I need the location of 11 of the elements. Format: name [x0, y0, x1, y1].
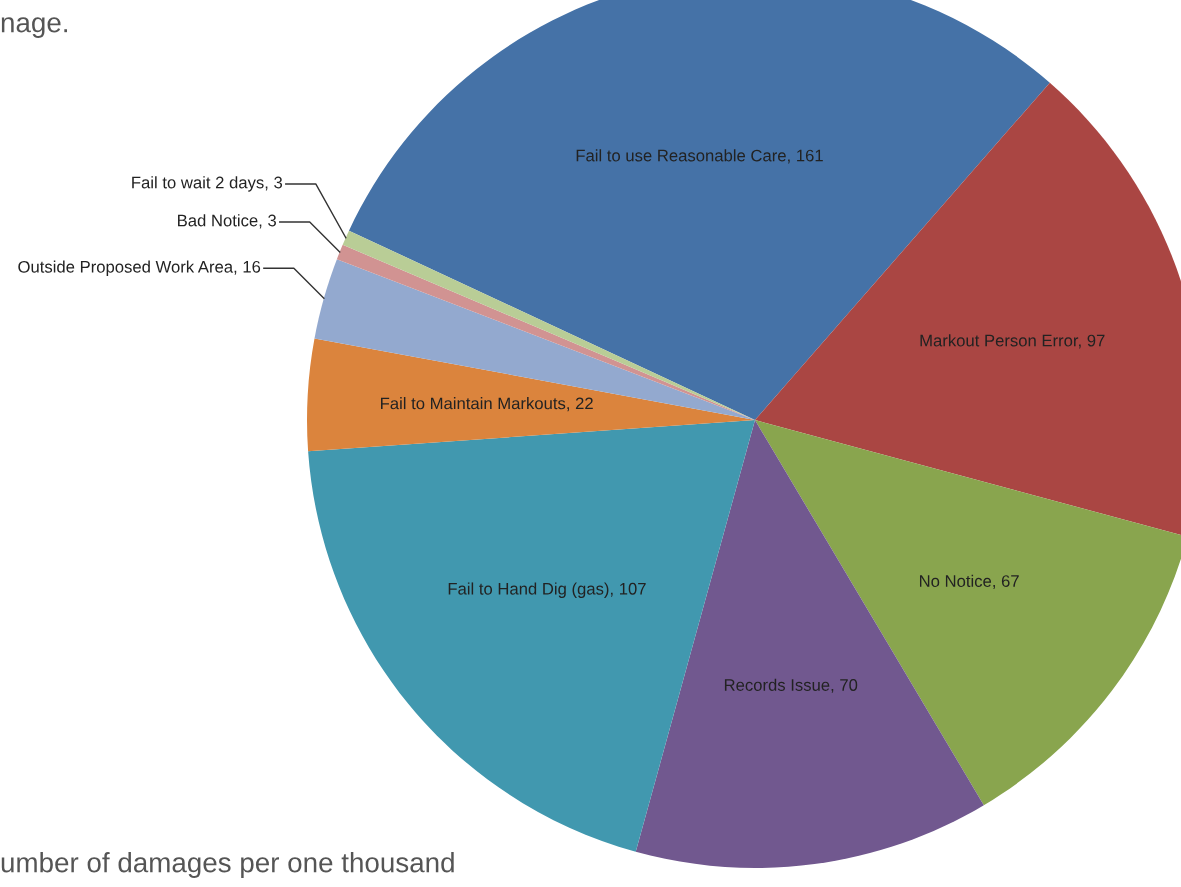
- slice-label: Fail to use Reasonable Care, 161: [576, 149, 823, 164]
- text: umber of damages per one thousand: [1, 852, 454, 878]
- slice-label: Fail to wait 2 days, 3: [132, 176, 283, 192]
- text: nage.: [1, 17, 67, 38]
- slice-label: Fail to Maintain Markouts, 22: [381, 397, 593, 412]
- slice-label: Bad Notice, 3: [178, 214, 276, 229]
- slice-label: Markout Person Error, 97: [920, 334, 1105, 349]
- slice-label: Outside Proposed Work Area, 16: [18, 260, 261, 277]
- slice-label: No Notice, 67: [919, 574, 1019, 589]
- slice-label: Fail to Hand Dig (gas), 107: [448, 582, 646, 598]
- slice-label: Records Issue, 70: [724, 678, 858, 693]
